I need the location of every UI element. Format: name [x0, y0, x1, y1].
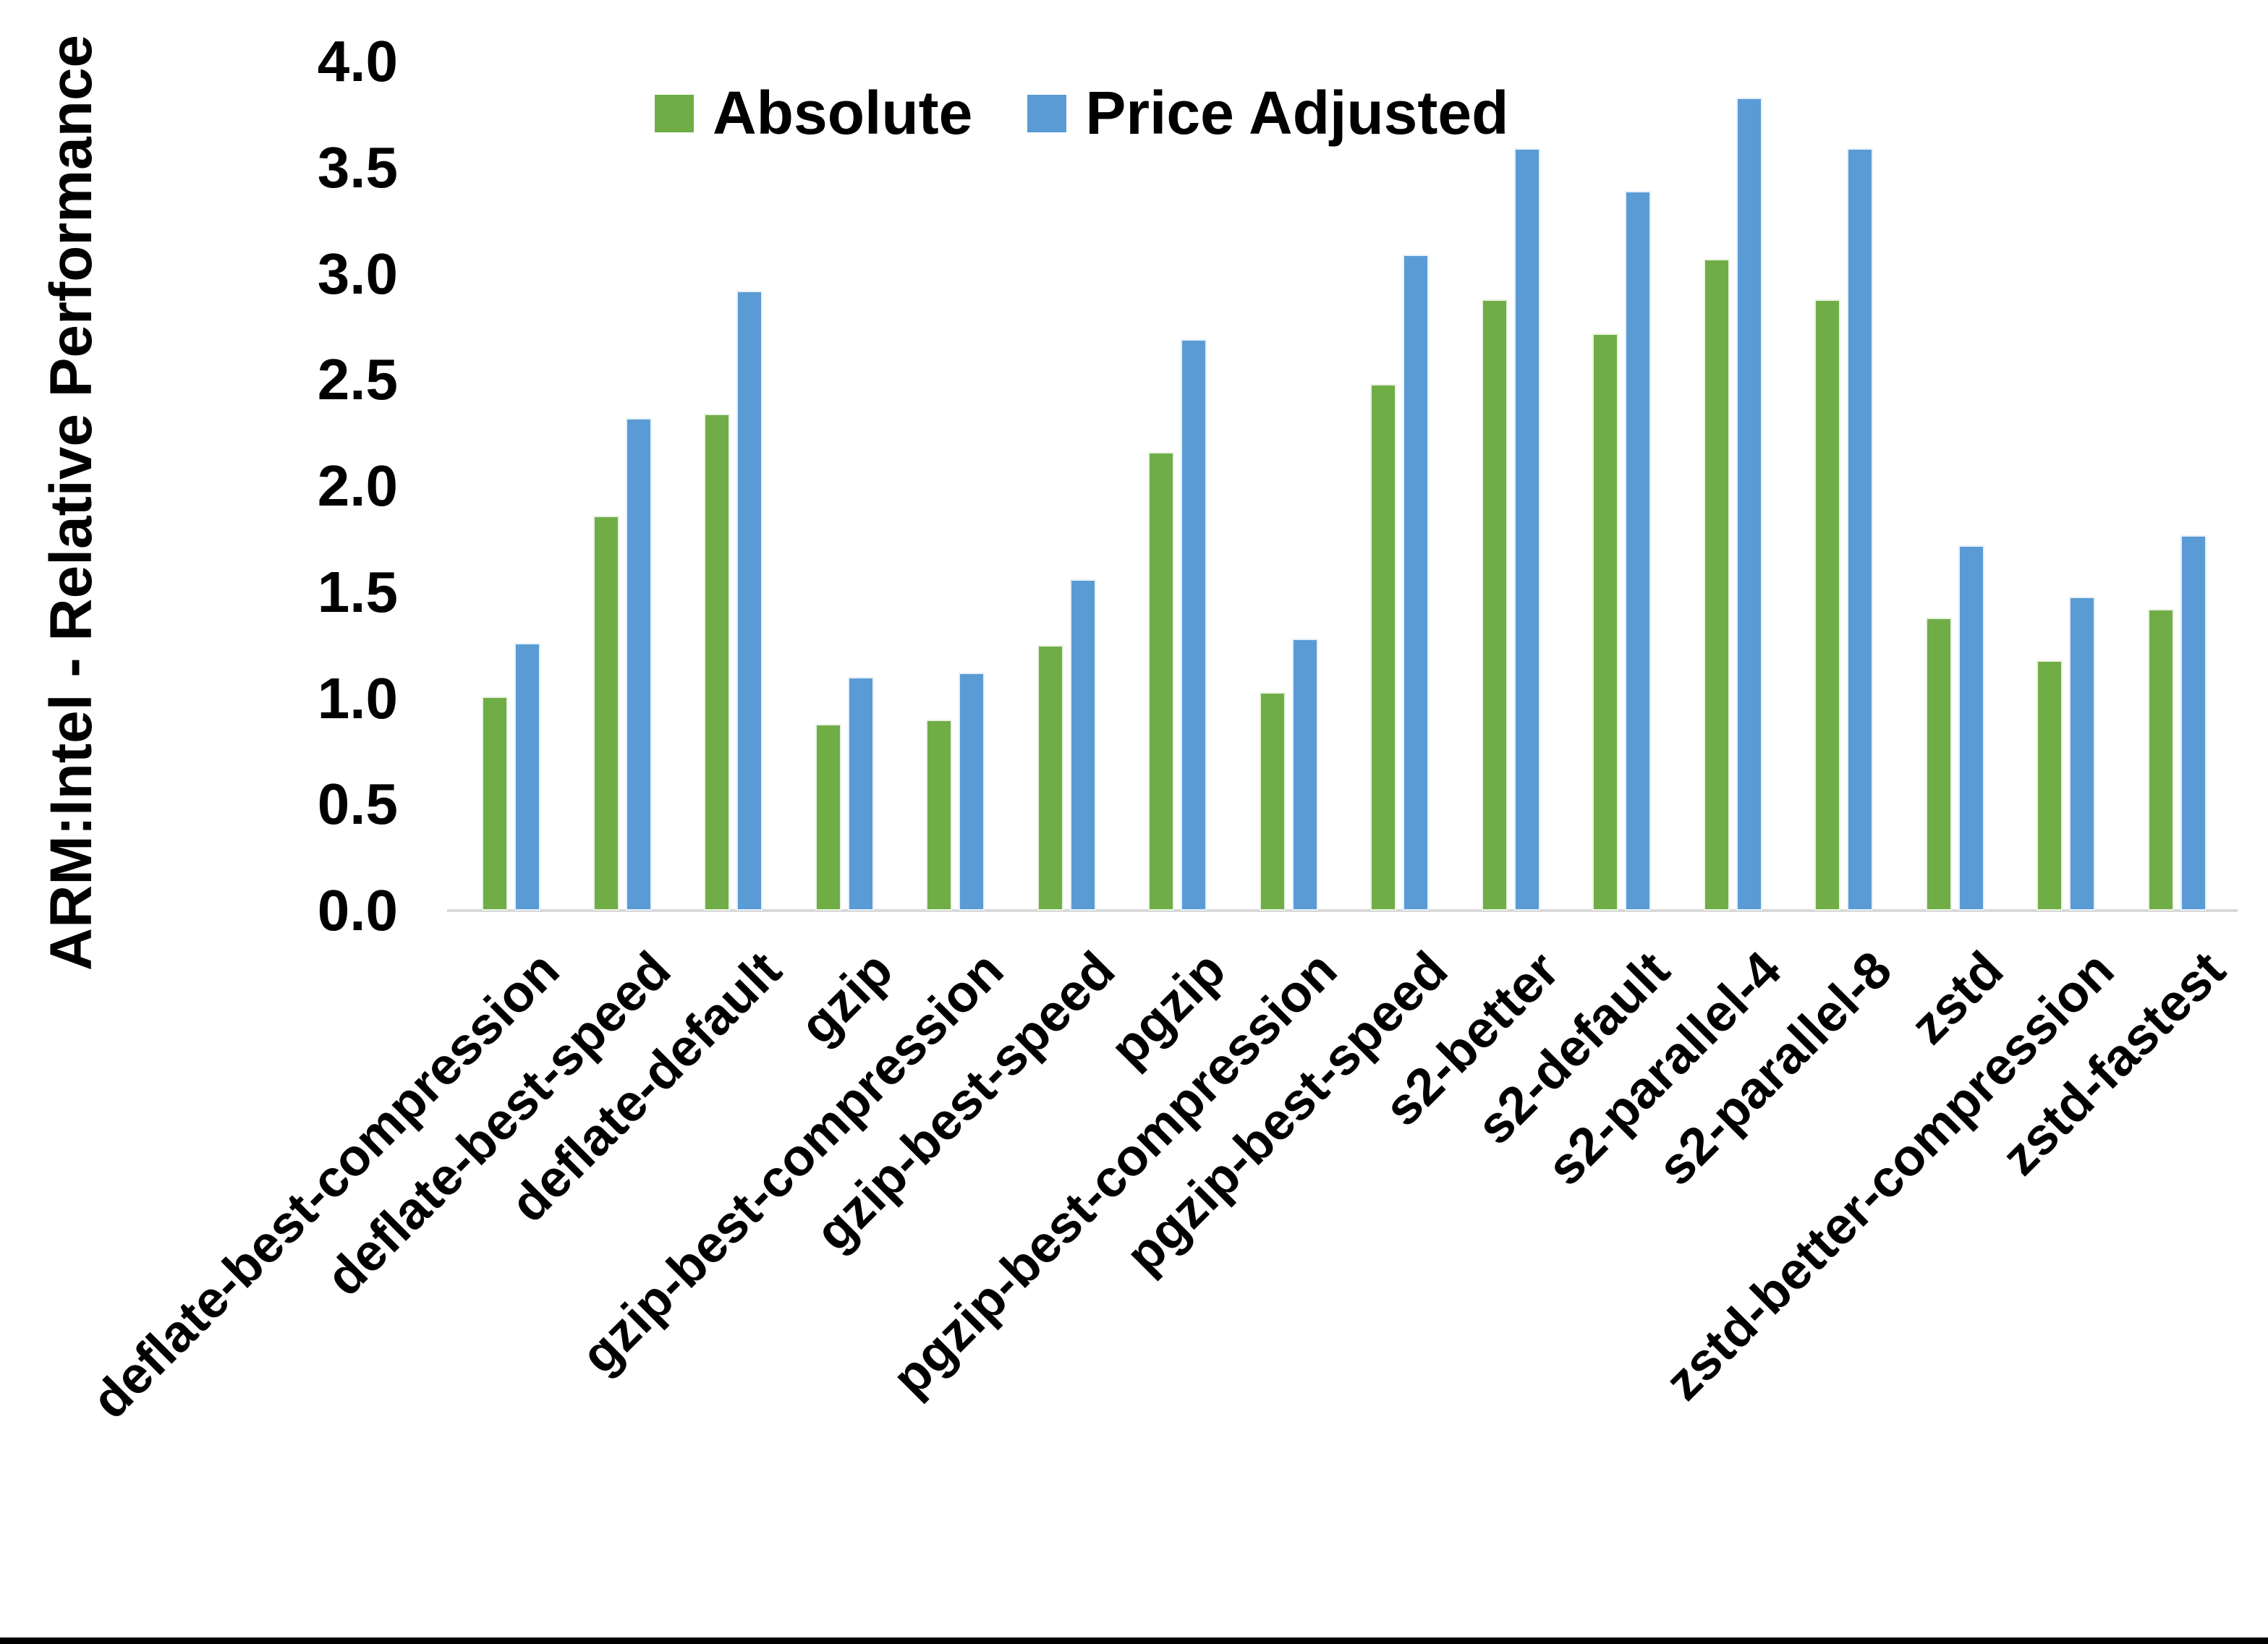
bar-price-adjusted	[1069, 579, 1096, 911]
bar-absolute	[1592, 333, 1618, 911]
bottom-border	[0, 1637, 2268, 1644]
legend-item-absolute: Absolute	[655, 78, 972, 148]
legend-label-absolute: Absolute	[713, 79, 973, 147]
bar-absolute	[1703, 258, 1730, 911]
bar-price-adjusted	[1958, 545, 1984, 911]
y-tick-label: 1.0	[317, 665, 398, 731]
bar-price-adjusted	[1625, 191, 1651, 911]
y-tick-label: 2.0	[317, 453, 398, 518]
bar-absolute	[1481, 299, 1508, 911]
bar-absolute	[593, 516, 619, 911]
bar-price-adjusted	[1847, 148, 1873, 911]
bar-price-adjusted	[1181, 339, 1207, 911]
bar-absolute	[1370, 384, 1396, 911]
bar-price-adjusted	[1403, 255, 1429, 911]
price-adjusted-series-swatch-icon	[1027, 94, 1067, 132]
bar-price-adjusted	[736, 290, 763, 911]
bar-absolute	[2147, 609, 2174, 911]
legend-label-price-adjusted: Price Adjusted	[1085, 79, 1509, 147]
y-tick-label: 2.5	[317, 347, 398, 412]
x-axis-line	[447, 909, 2238, 912]
bar-price-adjusted	[514, 643, 540, 911]
bar-absolute	[815, 723, 841, 911]
y-axis-title: ARM:Intel - Relative Performance	[38, 34, 104, 971]
bar-price-adjusted	[625, 418, 652, 911]
y-tick-label: 4.0	[317, 29, 398, 93]
y-tick-label: 0.0	[317, 878, 398, 942]
bar-absolute	[1259, 691, 1286, 911]
bar-absolute	[1148, 452, 1174, 911]
bar-price-adjusted	[959, 673, 985, 911]
legend: Absolute Price Adjusted	[655, 78, 1508, 148]
absolute-series-swatch-icon	[655, 94, 694, 132]
bar-absolute	[2036, 660, 2063, 911]
bar-price-adjusted	[2069, 596, 2095, 911]
y-tick-label: 0.5	[317, 772, 398, 837]
y-tick-label: 3.0	[317, 241, 398, 306]
legend-item-price-adjusted: Price Adjusted	[1027, 78, 1508, 148]
bar-price-adjusted	[1736, 97, 1762, 911]
bar-price-adjusted	[1291, 639, 1318, 911]
bar-absolute	[704, 414, 730, 911]
y-tick-label: 3.5	[317, 135, 398, 200]
bar-absolute	[926, 719, 952, 911]
y-tick-label: 1.5	[317, 559, 398, 624]
bar-price-adjusted	[1513, 148, 1540, 911]
bar-absolute	[1037, 645, 1063, 911]
bar-absolute	[1814, 299, 1840, 911]
bar-price-adjusted	[2180, 534, 2207, 911]
bar-absolute	[482, 696, 508, 911]
bar-price-adjusted	[847, 677, 874, 911]
bar-absolute	[1925, 617, 1952, 911]
